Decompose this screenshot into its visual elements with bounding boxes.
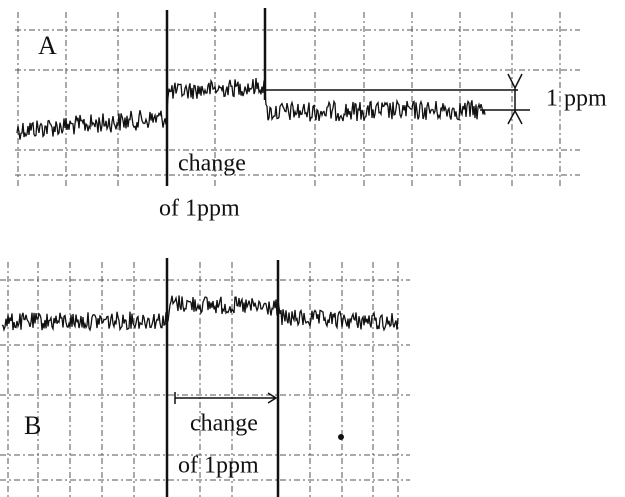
grid-a [15, 12, 580, 186]
panel-label: B [24, 411, 41, 440]
speck [338, 434, 344, 440]
annotation: change [178, 151, 246, 177]
scale-label: 1 ppm [546, 86, 607, 112]
figure: A 1 ppm change of 1ppm B change of 1ppm [0, 0, 625, 497]
panel-label: A [38, 31, 57, 60]
annotation: of 1ppm [159, 196, 240, 222]
trace-a [17, 78, 485, 140]
annotation: of 1ppm [178, 453, 259, 479]
annotation: change [190, 411, 258, 437]
scale-bracket [508, 74, 522, 124]
arrow [175, 392, 276, 404]
